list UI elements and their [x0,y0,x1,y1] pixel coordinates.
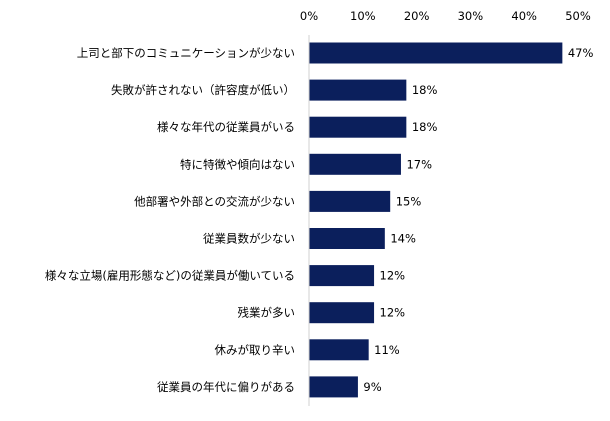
category-label: 残業が多い [238,306,296,320]
value-label: 18% [412,83,438,97]
bar [309,376,358,398]
value-label: 12% [380,269,406,283]
bar [309,339,369,361]
value-label: 9% [363,380,381,394]
x-tick-label: 30% [458,9,484,23]
value-label: 17% [406,157,432,171]
category-label: 従業員の年代に偏りがある [157,380,295,394]
x-tick-label: 10% [350,9,376,23]
category-label: 様々な立場(雇用形態など)の従業員が働いている [45,269,295,283]
value-label: 47% [568,46,594,60]
x-tick-label: 20% [404,9,430,23]
x-tick-label: 40% [511,9,537,23]
category-label: 失敗が許されない（許容度が低い） [111,83,295,97]
category-label: 上司と部下のコミュニケーションが少ない [77,46,295,60]
category-label: 休みが取り辛い [215,343,296,357]
x-tick-label: 0% [300,9,318,23]
bar [309,190,391,212]
x-tick-label: 50% [565,9,591,23]
category-label: 他部署や外部との交流が少ない [134,194,295,208]
bar [309,42,563,64]
bar [309,302,375,324]
value-label: 15% [396,194,422,208]
value-label: 14% [390,232,416,246]
value-label: 11% [374,343,400,357]
bar [309,265,375,287]
value-label: 18% [412,120,438,134]
value-label: 12% [380,306,406,320]
category-label: 特に特徴や傾向はない [180,157,295,171]
bar [309,228,385,249]
bar [309,153,401,175]
category-label: 従業員数が少ない [203,232,295,246]
bar [309,79,407,101]
category-label: 様々な年代の従業員がいる [157,120,295,134]
bar [309,116,407,138]
